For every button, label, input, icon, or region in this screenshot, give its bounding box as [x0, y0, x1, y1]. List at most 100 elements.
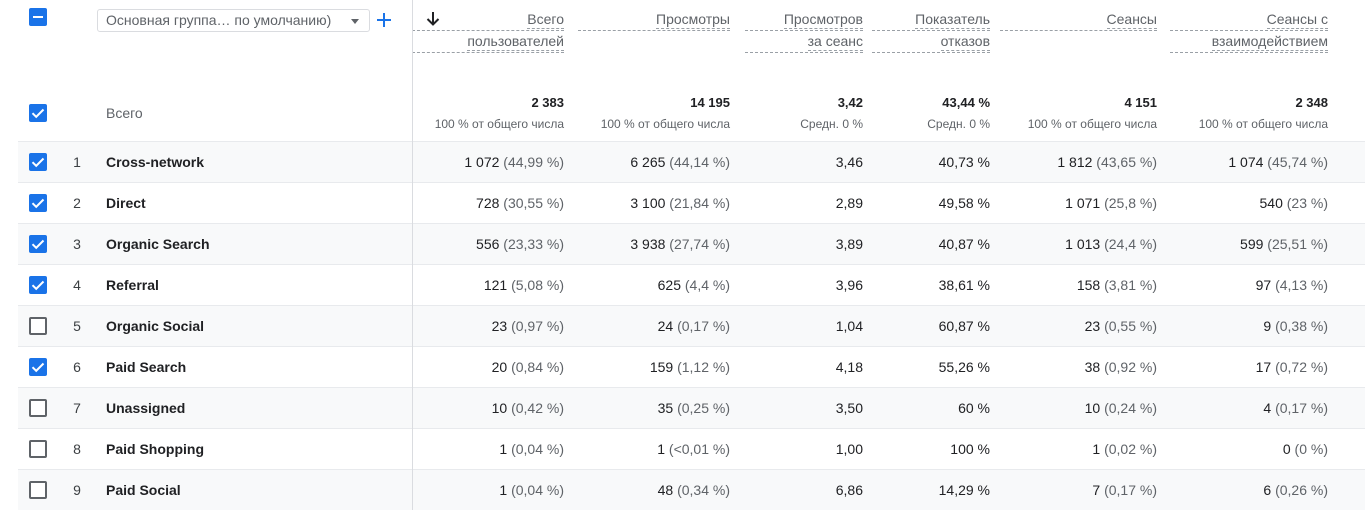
metric-cell: 7 (0,17 %) [1000, 470, 1157, 510]
table-row[interactable]: 4 Referral 121 (5,08 %) 625 (4,4 %) 3,96 38,6… [18, 264, 1365, 305]
row-channel-name: Organic Search [106, 236, 210, 252]
metric-percent: (0,97 %) [511, 318, 564, 334]
row-number: 3 [73, 236, 81, 252]
metric-value: 48 [657, 482, 674, 498]
header-line: Показатель [915, 11, 990, 29]
metric-cell: 9 (0,38 %) [1170, 306, 1328, 346]
metric-value: 35 [657, 400, 674, 416]
column-header-engaged-sessions[interactable]: Сеансы с взаимодействием [1170, 9, 1328, 53]
column-divider [412, 0, 413, 510]
metric-value: 60 % [958, 400, 990, 416]
metric-cell: 40,87 % [872, 224, 990, 264]
table-row[interactable]: 5 Organic Social 23 (0,97 %) 24 (0,17 %) 1,0… [18, 305, 1365, 346]
metric-cell: 35 (0,25 %) [578, 388, 730, 428]
row-checkbox[interactable] [29, 153, 47, 171]
row-checkbox[interactable] [29, 440, 47, 458]
metric-value: 1 074 [1228, 154, 1264, 170]
metric-cell: 48 (0,34 %) [578, 470, 730, 510]
metric-percent: (25,8 %) [1104, 195, 1157, 211]
total-subtext: Средн. 0 % [927, 117, 990, 131]
sort-descending-icon[interactable] [424, 10, 442, 28]
metric-percent: (0,42 %) [511, 400, 564, 416]
metric-percent: (0,17 %) [1275, 400, 1328, 416]
metric-value: 4 [1263, 400, 1272, 416]
totals-checkbox[interactable] [29, 104, 47, 122]
metric-cell: 2,89 [745, 183, 863, 223]
metric-value: 0 [1282, 441, 1291, 457]
metric-value: 540 [1259, 195, 1283, 211]
metric-cell: 1 071 (25,8 %) [1000, 183, 1157, 223]
dimension-select[interactable]: Основная группа… по умолчанию) [97, 9, 370, 32]
metric-percent: (0,26 %) [1275, 482, 1328, 498]
metric-cell: 3 938 (27,74 %) [578, 224, 730, 264]
row-checkbox[interactable] [29, 194, 47, 212]
metric-percent: (0,04 %) [511, 441, 564, 457]
metric-percent: (0,25 %) [677, 400, 730, 416]
metric-value: 1 [1092, 441, 1101, 457]
metric-percent: (0,34 %) [677, 482, 730, 498]
metric-cell: 1,04 [745, 306, 863, 346]
row-checkbox[interactable] [29, 235, 47, 253]
metric-cell: 1,00 [745, 429, 863, 469]
header-line: Всего [527, 11, 564, 29]
metric-cell: 55,26 % [872, 347, 990, 387]
metric-value: 9 [1263, 318, 1272, 334]
row-checkbox[interactable] [29, 399, 47, 417]
metric-value: 4,18 [835, 359, 863, 375]
metric-cell: 728 (30,55 %) [412, 183, 564, 223]
metric-cell: 1 812 (43,65 %) [1000, 142, 1157, 182]
table-row[interactable]: 3 Organic Search 556 (23,33 %) 3 938 (27,74… [18, 223, 1365, 264]
metric-value: 6,86 [835, 482, 863, 498]
metric-value: 1 013 [1065, 236, 1101, 252]
metric-percent: (5,08 %) [511, 277, 564, 293]
row-number: 1 [73, 154, 81, 170]
table-row[interactable]: 6 Paid Search 20 (0,84 %) 159 (1,12 %) 4,18 5… [18, 346, 1365, 387]
metric-value: 1 [499, 482, 508, 498]
table-row[interactable]: 1 Cross-network 1 072 (44,99 %) 6 265 (44,1… [18, 141, 1365, 182]
total-subtext: 100 % от общего числа [600, 117, 730, 131]
total-value: 14 195 [690, 95, 730, 110]
metric-cell: 3,46 [745, 142, 863, 182]
metric-value: 23 [1084, 318, 1101, 334]
table-row[interactable]: 7 Unassigned 10 (0,42 %) 35 (0,25 %) 3,50 60 … [18, 387, 1365, 428]
metric-value: 38 [1084, 359, 1101, 375]
metric-percent: (27,74 %) [669, 236, 730, 252]
metric-cell: 100 % [872, 429, 990, 469]
row-number: 6 [73, 359, 81, 375]
table-row[interactable]: 9 Paid Social 1 (0,04 %) 48 (0,34 %) 6,86 14,… [18, 469, 1365, 510]
metric-cell: 4 (0,17 %) [1170, 388, 1328, 428]
metric-percent: (45,74 %) [1267, 154, 1328, 170]
metric-value: 40,87 % [938, 236, 990, 252]
column-header-bounce-rate[interactable]: Показатель отказов [872, 9, 990, 53]
total-value: 2 383 [531, 95, 564, 110]
column-header-total-users[interactable]: Всего пользователей [412, 9, 564, 53]
row-checkbox[interactable] [29, 317, 47, 335]
total-subtext: 100 % от общего числа [1027, 117, 1157, 131]
chevron-down-icon [351, 19, 359, 24]
metric-cell: 159 (1,12 %) [578, 347, 730, 387]
select-all-checkbox[interactable] [29, 8, 47, 26]
row-checkbox[interactable] [29, 358, 47, 376]
header-line: Сеансы [1106, 11, 1157, 29]
row-checkbox[interactable] [29, 276, 47, 294]
metric-cell: 24 (0,17 %) [578, 306, 730, 346]
metric-value: 7 [1092, 482, 1101, 498]
column-header-sessions[interactable]: Сеансы [1000, 9, 1157, 31]
metric-value: 1,00 [835, 441, 863, 457]
check-icon [31, 108, 45, 119]
column-header-views[interactable]: Просмотры [578, 9, 730, 31]
metric-percent: (0,24 %) [1104, 400, 1157, 416]
column-header-views-per-session[interactable]: Просмотров за сеанс [745, 9, 863, 53]
metric-value: 1 [657, 441, 666, 457]
row-checkbox[interactable] [29, 481, 47, 499]
row-number: 2 [73, 195, 81, 211]
metric-value: 121 [483, 277, 508, 293]
table-row[interactable]: 8 Paid Shopping 1 (0,04 %) 1 (<0,01 %) 1,00 1… [18, 428, 1365, 469]
table-row[interactable]: 2 Direct 728 (30,55 %) 3 100 (21,84 %) 2,89 4… [18, 182, 1365, 223]
metric-value: 625 [657, 277, 681, 293]
row-channel-name: Paid Shopping [106, 441, 204, 457]
metric-value: 100 % [950, 441, 990, 457]
add-dimension-button[interactable] [374, 10, 394, 30]
metric-value: 3,96 [835, 277, 863, 293]
metric-cell: 1 (0,02 %) [1000, 429, 1157, 469]
